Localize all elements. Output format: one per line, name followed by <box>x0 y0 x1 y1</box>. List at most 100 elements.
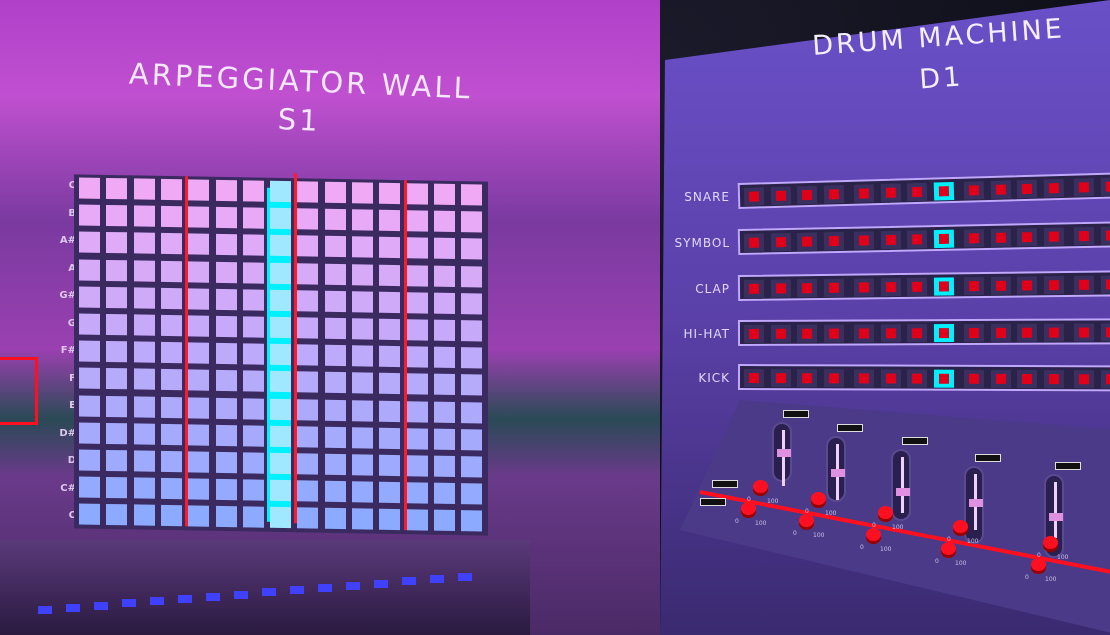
step-button[interactable] <box>1043 227 1064 246</box>
note-cell[interactable] <box>324 236 346 258</box>
note-cell[interactable] <box>188 315 210 337</box>
step-button[interactable] <box>880 230 901 250</box>
step-button[interactable] <box>823 185 844 204</box>
key-pad[interactable] <box>318 584 332 592</box>
step-button[interactable] <box>906 324 928 343</box>
note-cell[interactable] <box>188 369 210 392</box>
note-cell[interactable] <box>379 481 401 504</box>
note-cell[interactable] <box>379 454 401 477</box>
step-button[interactable] <box>823 369 844 388</box>
note-cell[interactable] <box>133 260 155 282</box>
step-button[interactable] <box>963 181 985 200</box>
step-button[interactable] <box>1100 177 1110 196</box>
note-cell[interactable] <box>297 480 319 502</box>
note-cell[interactable] <box>324 372 346 394</box>
note-cell[interactable] <box>79 177 100 199</box>
key-pad[interactable] <box>346 581 360 590</box>
note-cell[interactable] <box>160 505 182 527</box>
note-cell[interactable] <box>215 207 237 229</box>
note-cell[interactable] <box>242 370 264 393</box>
knob[interactable] <box>866 528 881 541</box>
note-cell[interactable] <box>79 286 100 308</box>
fader-handle[interactable] <box>777 449 791 457</box>
note-cell[interactable] <box>433 292 455 314</box>
note-cell[interactable] <box>352 318 373 340</box>
volume-fader[interactable] <box>772 422 792 486</box>
note-cell[interactable] <box>406 319 428 341</box>
step-button[interactable] <box>1043 370 1064 389</box>
key-pad[interactable] <box>38 606 52 614</box>
note-cell[interactable] <box>352 454 373 476</box>
step-button[interactable] <box>770 324 791 343</box>
step-button[interactable] <box>880 324 901 343</box>
step-button[interactable] <box>963 323 985 343</box>
note-cell[interactable] <box>379 264 401 286</box>
step-button[interactable] <box>743 279 765 298</box>
note-cell[interactable] <box>215 261 237 283</box>
note-cell[interactable] <box>133 287 155 309</box>
note-cell[interactable] <box>433 265 455 287</box>
note-cell[interactable] <box>379 291 401 313</box>
step-button[interactable] <box>880 369 901 388</box>
note-cell[interactable] <box>215 315 237 338</box>
note-cell[interactable] <box>160 369 182 391</box>
step-button[interactable] <box>933 181 954 201</box>
knob[interactable] <box>941 542 956 555</box>
step-button[interactable] <box>1100 323 1110 342</box>
note-cell[interactable] <box>406 455 428 477</box>
note-cell[interactable] <box>79 259 100 281</box>
note-cell[interactable] <box>188 451 210 473</box>
note-cell[interactable] <box>379 509 401 531</box>
note-cell[interactable] <box>215 424 237 447</box>
note-cell[interactable] <box>79 503 100 526</box>
knob[interactable] <box>1031 558 1046 571</box>
key-pad[interactable] <box>66 603 80 612</box>
step-button[interactable] <box>1016 276 1038 295</box>
note-cell[interactable] <box>188 505 210 528</box>
step-button[interactable] <box>1043 323 1064 342</box>
note-cell[interactable] <box>242 452 264 474</box>
step-button[interactable] <box>933 229 954 249</box>
note-cell[interactable] <box>352 209 373 231</box>
note-cell[interactable] <box>433 510 455 532</box>
note-cell[interactable] <box>242 397 264 420</box>
key-pad[interactable] <box>206 592 220 601</box>
step-button[interactable] <box>963 369 985 388</box>
note-cell[interactable] <box>270 316 292 339</box>
step-button[interactable] <box>796 232 818 251</box>
note-cell[interactable] <box>433 183 455 206</box>
note-cell[interactable] <box>106 313 128 336</box>
note-cell[interactable] <box>215 397 237 419</box>
note-cell[interactable] <box>433 374 455 396</box>
note-cell[interactable] <box>79 422 100 444</box>
fader-handle[interactable] <box>831 468 845 477</box>
note-cell[interactable] <box>461 374 483 396</box>
note-cell[interactable] <box>297 208 319 230</box>
note-cell[interactable] <box>461 347 483 369</box>
note-cell[interactable] <box>79 476 100 499</box>
step-button[interactable] <box>823 324 844 343</box>
note-cell[interactable] <box>297 371 319 394</box>
note-cell[interactable] <box>160 260 182 282</box>
step-button[interactable] <box>990 323 1011 342</box>
note-cell[interactable] <box>160 233 182 255</box>
note-cell[interactable] <box>79 340 100 363</box>
note-cell[interactable] <box>188 478 210 500</box>
note-cell[interactable] <box>406 237 428 259</box>
note-cell[interactable] <box>406 509 428 531</box>
step-button[interactable] <box>1073 370 1095 389</box>
note-cell[interactable] <box>270 479 292 502</box>
note-cell[interactable] <box>461 483 483 505</box>
step-button[interactable] <box>770 369 791 388</box>
note-cell[interactable] <box>242 316 264 338</box>
step-button[interactable] <box>796 324 818 343</box>
step-button[interactable] <box>853 369 875 388</box>
step-button[interactable] <box>796 279 818 298</box>
step-button[interactable] <box>906 230 928 249</box>
note-cell[interactable] <box>79 231 100 254</box>
note-cell[interactable] <box>133 314 155 336</box>
note-cell[interactable] <box>379 427 401 449</box>
note-cell[interactable] <box>352 263 373 286</box>
note-cell[interactable] <box>406 210 428 232</box>
note-cell[interactable] <box>79 395 100 417</box>
